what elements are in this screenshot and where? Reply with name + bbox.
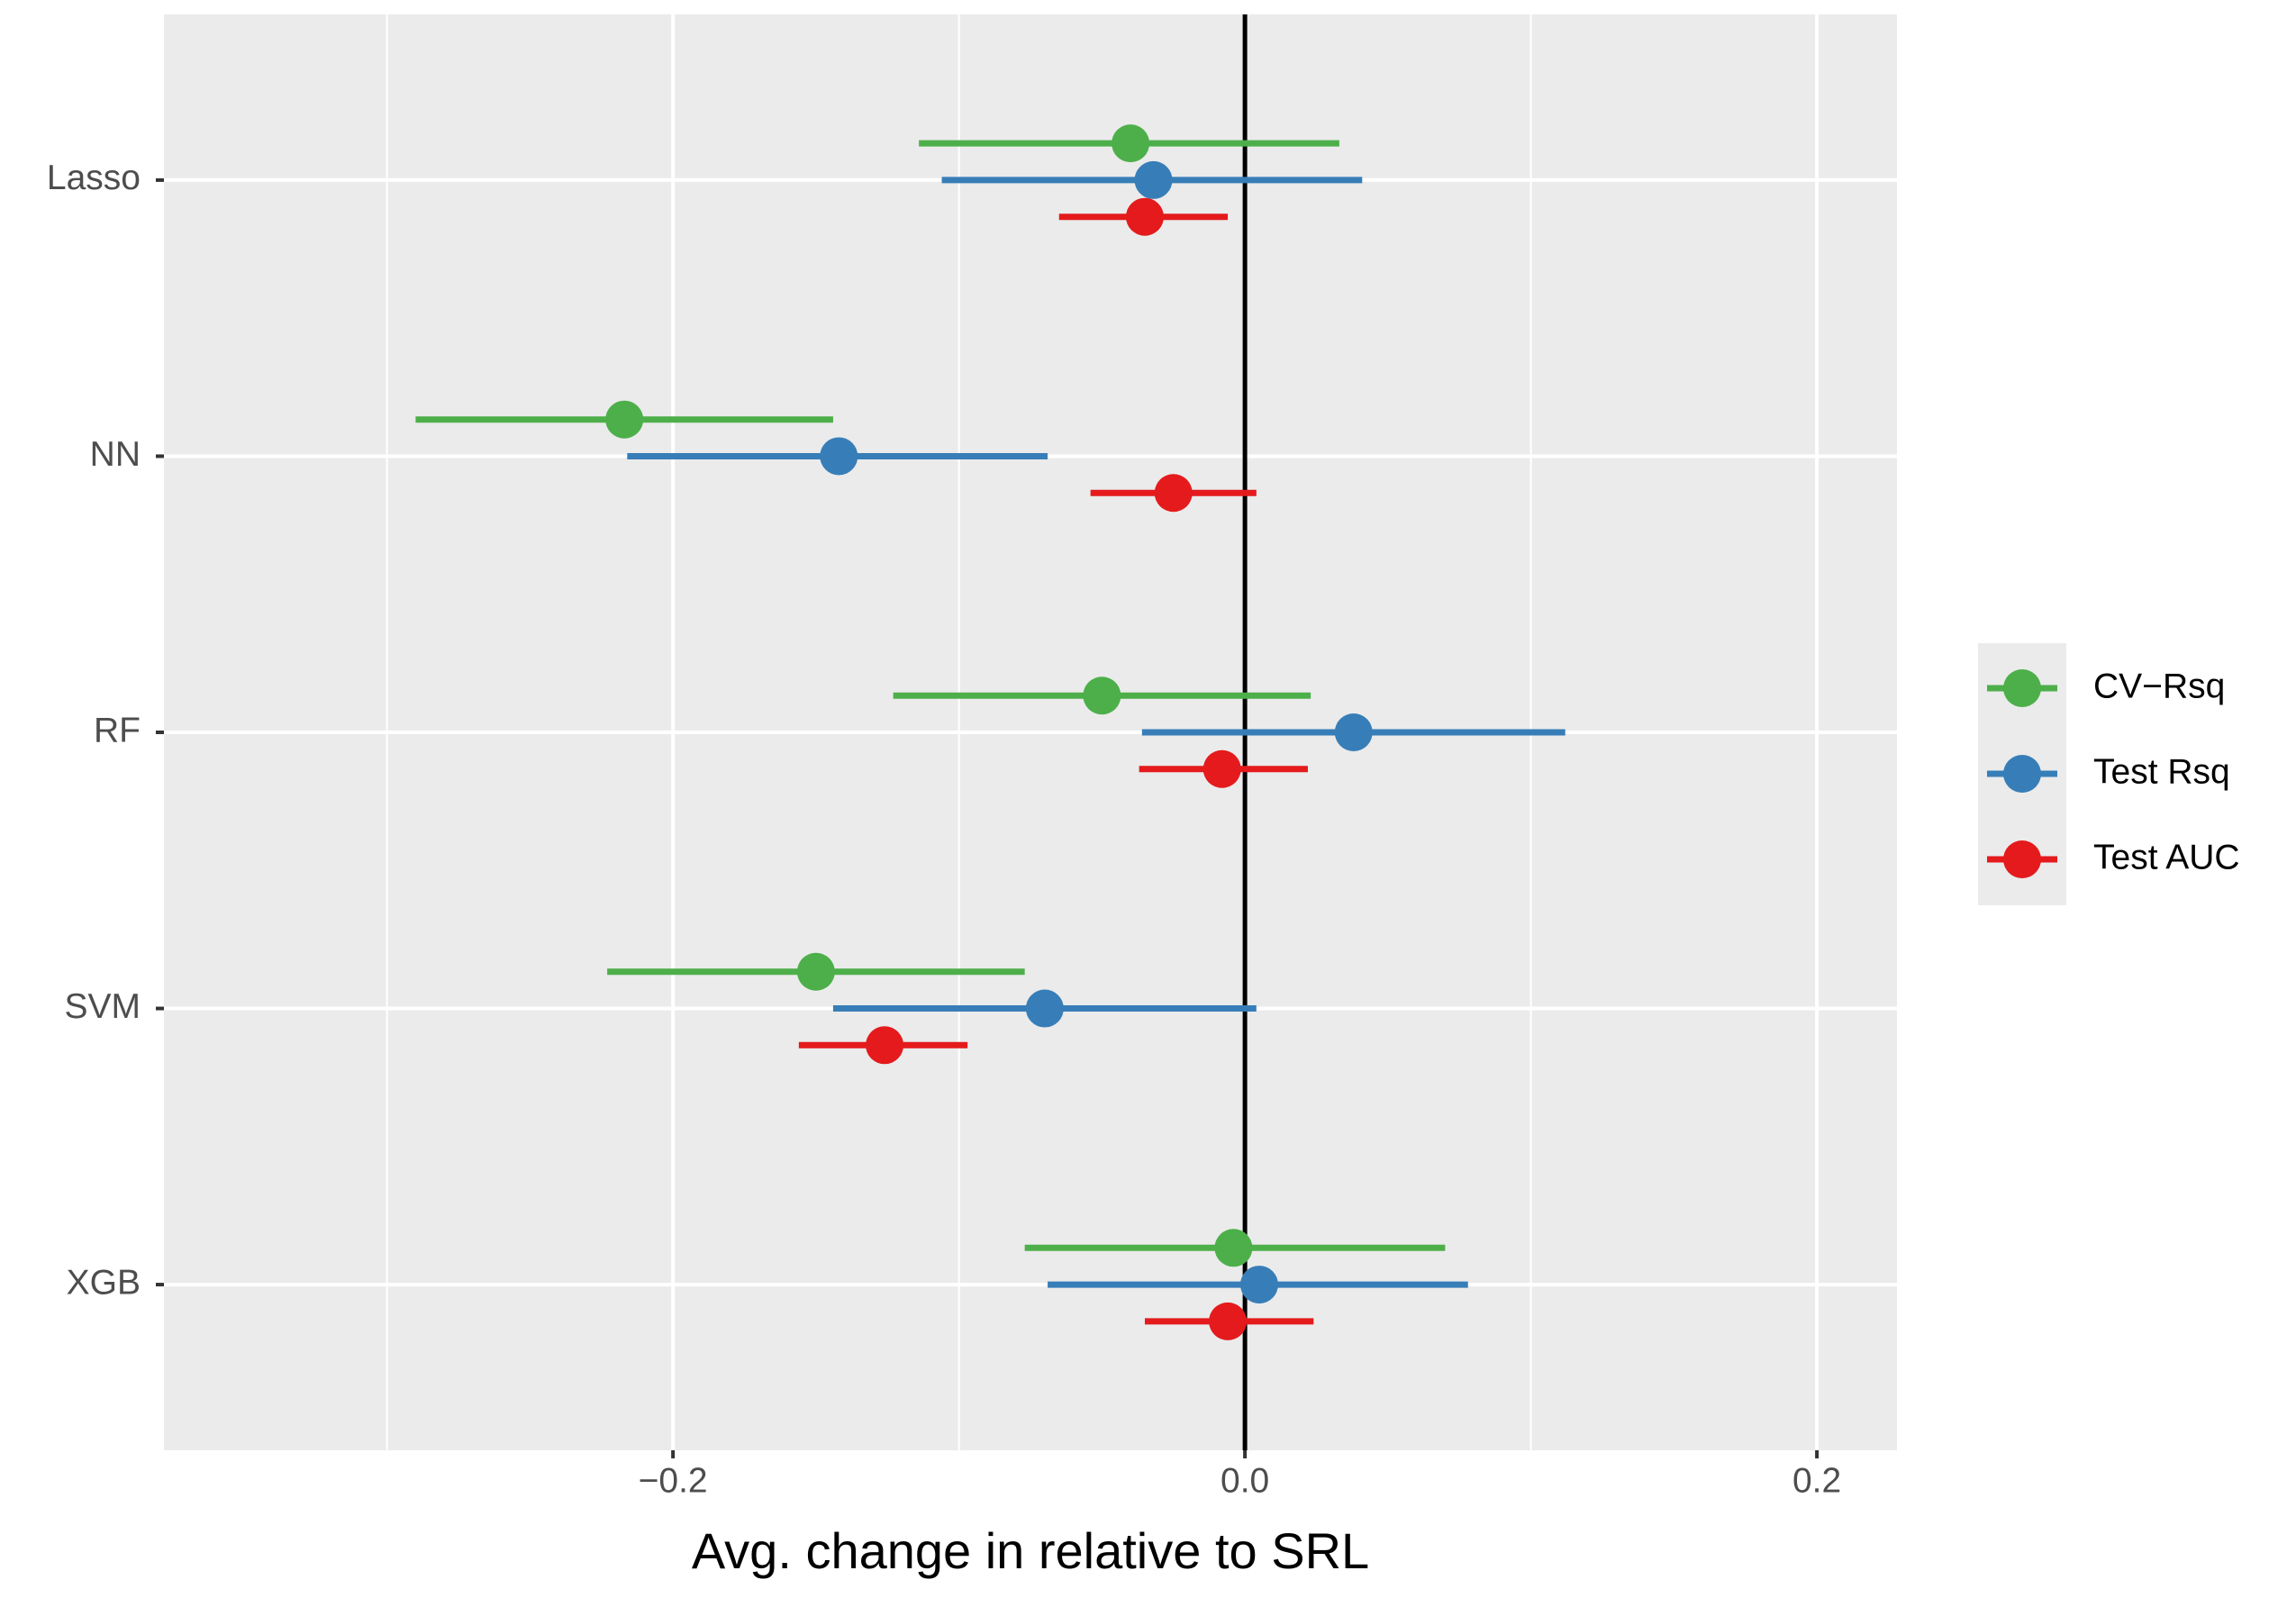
point <box>1334 713 1373 751</box>
point <box>796 952 835 991</box>
point <box>866 1026 904 1065</box>
point <box>1209 1302 1248 1340</box>
point <box>1083 676 1121 715</box>
x-tick-label: −0.2 <box>639 1461 708 1500</box>
x-tick-label: 0.2 <box>1792 1461 1841 1500</box>
legend-label: Test AUC <box>2093 838 2240 876</box>
point <box>1025 989 1064 1028</box>
legend-label: Test Rsq <box>2093 752 2230 791</box>
point <box>1112 124 1150 163</box>
point <box>1125 197 1164 236</box>
y-tick-label: Lasso <box>47 159 141 197</box>
point <box>820 437 858 476</box>
legend-point <box>2003 669 2041 707</box>
point <box>1239 1266 1278 1304</box>
point <box>1134 160 1173 199</box>
x-axis-title: Avg. change in relative to SRL <box>692 1522 1369 1579</box>
point <box>605 400 644 439</box>
point <box>1202 749 1241 788</box>
point <box>1154 474 1193 513</box>
x-tick-label: 0.0 <box>1221 1461 1269 1500</box>
y-tick-label: RF <box>94 711 141 749</box>
y-tick-label: XGB <box>67 1263 141 1302</box>
y-tick-label: NN <box>90 435 141 474</box>
legend-label: CV−Rsq <box>2093 667 2225 705</box>
point <box>1214 1229 1253 1267</box>
y-tick-label: SVM <box>64 987 141 1026</box>
legend-point <box>2003 840 2041 878</box>
legend-point <box>2003 755 2041 793</box>
